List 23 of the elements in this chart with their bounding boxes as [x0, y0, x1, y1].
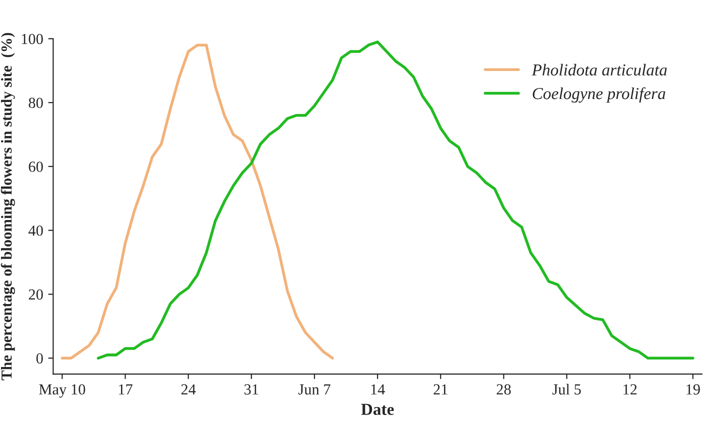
y-tick-label: 20 [28, 289, 43, 300]
y-tick-label: 40 [28, 226, 43, 236]
x-tick-label: 19 [686, 384, 700, 395]
x-tick-label: 17 [118, 384, 132, 394]
x-tick-label: May 10 [39, 384, 86, 398]
x-tick-label: 21 [434, 384, 448, 394]
y-tick-label: 80 [28, 98, 43, 108]
y-axis-title: The percentage of blooming flowers in study site (%) [0, 33, 15, 380]
x-tick-label: 14 [371, 384, 385, 394]
line-series [60, 44, 334, 360]
line-series [96, 40, 694, 360]
legend-label: Coelogyne prolifera [532, 87, 666, 103]
x-tick-label: 28 [496, 384, 511, 395]
x-tick-label: Jul 5 [552, 384, 581, 395]
x-tick-label: Jun 7 [298, 384, 330, 395]
y-tick-label: 0 [36, 353, 43, 364]
x-axis-title: Date [361, 404, 394, 415]
x-tick-label: 12 [624, 384, 637, 394]
y-tick-label: 100 [22, 34, 43, 44]
x-tick-label: 31 [244, 384, 258, 395]
legend-label: Pholidota articulata [532, 64, 667, 76]
x-tick-label: 24 [181, 384, 196, 394]
y-tick-label: 60 [28, 162, 43, 172]
